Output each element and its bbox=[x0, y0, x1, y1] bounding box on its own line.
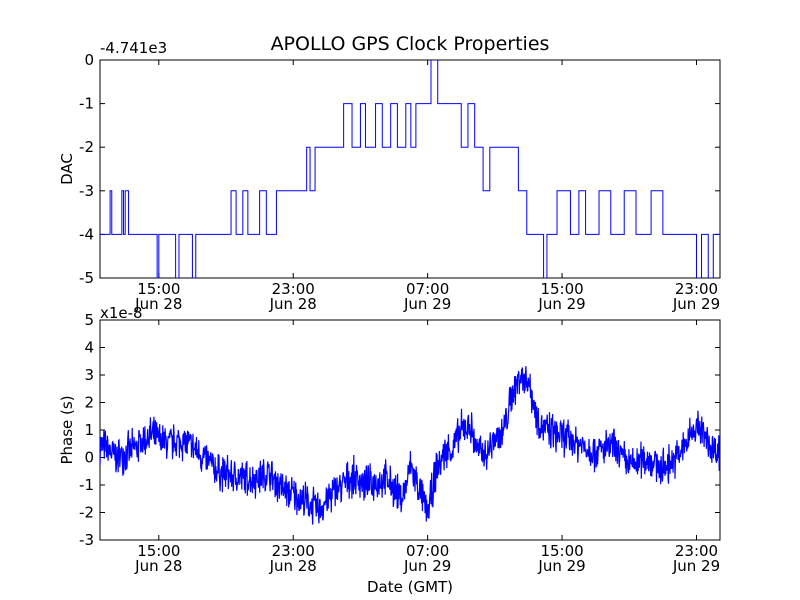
phase-ylabel: Phase (s) bbox=[58, 395, 76, 464]
chart-title: APOLLO GPS Clock Properties bbox=[271, 33, 550, 55]
phase-xtick-date: Jun 28 bbox=[134, 557, 182, 575]
phase-offset-label: x1e-8 bbox=[100, 304, 143, 322]
phase-xtick-time: 23:00 bbox=[272, 542, 315, 560]
phase-ytick-label: 2 bbox=[84, 394, 94, 412]
phase-xtick-time: 07:00 bbox=[406, 542, 449, 560]
phase-series-line bbox=[100, 366, 720, 525]
dac-xtick-date: Jun 29 bbox=[403, 295, 451, 313]
dac-ytick-label: -5 bbox=[79, 269, 94, 287]
dac-xtick-date: Jun 28 bbox=[134, 295, 182, 313]
dac-xtick-date: Jun 28 bbox=[269, 295, 317, 313]
dac-ytick-label: -3 bbox=[79, 182, 94, 200]
phase-xtick-time: 15:00 bbox=[137, 542, 180, 560]
dac-offset-label: -4.741e3 bbox=[100, 39, 167, 57]
dac-xtick-time: 15:00 bbox=[540, 280, 583, 298]
phase-ytick-label: 3 bbox=[84, 366, 94, 384]
dac-ytick-label: 0 bbox=[84, 51, 94, 69]
phase-xlabel: Date (GMT) bbox=[367, 578, 453, 596]
phase-ytick-label: 1 bbox=[84, 421, 94, 439]
dac-xtick-time: 07:00 bbox=[406, 280, 449, 298]
dac-series-line bbox=[100, 60, 720, 278]
phase-yticks: 5 4 3 2 1 0 -1 -2 -3 bbox=[79, 311, 720, 549]
phase-xtick-date: Jun 29 bbox=[403, 557, 451, 575]
dac-ylabel: DAC bbox=[58, 153, 76, 185]
phase-ytick-label: 5 bbox=[84, 311, 94, 329]
phase-ytick-label: -1 bbox=[79, 476, 94, 494]
phase-ytick-label: -2 bbox=[79, 504, 94, 522]
dac-ytick-label: -4 bbox=[79, 225, 94, 243]
phase-xtick-date: Jun 28 bbox=[269, 557, 317, 575]
phase-ytick-label: -3 bbox=[79, 531, 94, 549]
dac-ytick-label: -2 bbox=[79, 138, 94, 156]
dac-series-group bbox=[100, 60, 720, 278]
dac-xtick-time: 15:00 bbox=[137, 280, 180, 298]
phase-plot-frame bbox=[99, 319, 721, 541]
phase-xtick-date: Jun 29 bbox=[537, 557, 585, 575]
dac-yticks: 0 -1 -2 -3 -4 -5 bbox=[79, 51, 720, 287]
dac-ytick-label: -1 bbox=[79, 95, 94, 113]
dac-xtick-date: Jun 29 bbox=[672, 295, 720, 313]
phase-xtick-date: Jun 29 bbox=[672, 557, 720, 575]
dac-xtick-time: 23:00 bbox=[675, 280, 718, 298]
phase-ytick-label: 0 bbox=[84, 449, 94, 467]
dac-xtick-date: Jun 29 bbox=[537, 295, 585, 313]
phase-ytick-label: 4 bbox=[84, 339, 94, 357]
phase-series-group bbox=[100, 366, 720, 525]
phase-xtick-time: 15:00 bbox=[540, 542, 583, 560]
dac-xtick-time: 23:00 bbox=[272, 280, 315, 298]
dac-plot-frame bbox=[99, 59, 721, 279]
phase-xtick-time: 23:00 bbox=[675, 542, 718, 560]
